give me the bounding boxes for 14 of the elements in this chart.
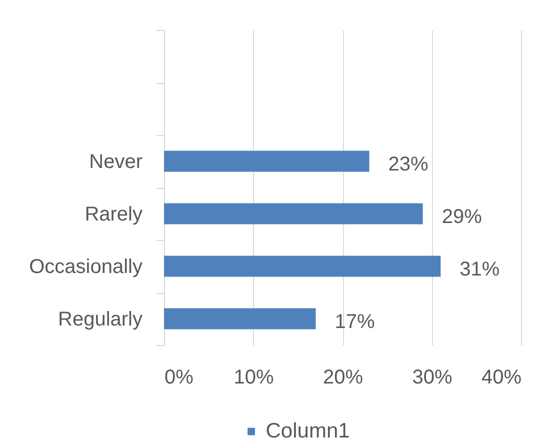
x-tick-label: 20%: [322, 366, 364, 388]
data-label: 17%: [334, 310, 375, 333]
y-tick-label: Never: [89, 150, 143, 173]
y-tick-label: Regularly: [58, 308, 142, 330]
x-tick-label: 0%: [164, 366, 194, 388]
x-tick-label: 30%: [412, 366, 452, 388]
data-label: 31%: [460, 258, 500, 280]
x-tick-label: 40%: [481, 366, 522, 388]
data-label: 23%: [388, 153, 429, 176]
y-tick-label: Rarely: [84, 203, 142, 226]
data-label: 29%: [442, 206, 482, 228]
y-tick-label: Occasionally: [29, 256, 142, 278]
legend-label: Column1: [266, 420, 350, 442]
x-tick-label: 10%: [234, 366, 274, 388]
